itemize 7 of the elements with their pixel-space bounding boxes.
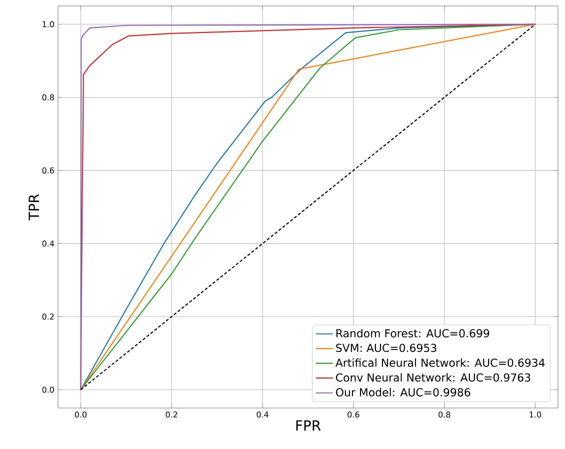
legend-label: Random Forest: AUC=0.699 [336, 328, 490, 338]
x-axis-title: FPR [296, 420, 321, 431]
legend-label: Artifical Neural Network: AUC=0.6934 [335, 358, 545, 367]
legend-label: Our Model: AUC=0.9986 [336, 388, 470, 396]
y-axis-title: TPR [28, 194, 39, 220]
legend-label: Conv Neural Network: AUC=0.9763 [336, 373, 530, 382]
legend-label: SVM: AUC=0.6953 [336, 344, 436, 352]
